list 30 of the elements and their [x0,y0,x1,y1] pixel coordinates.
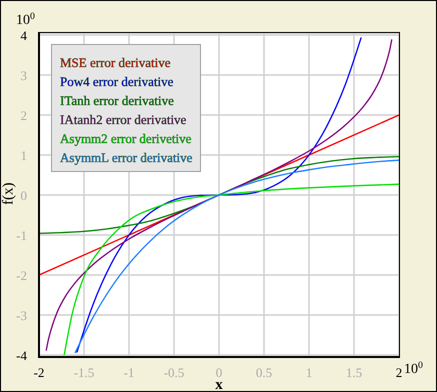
text: 10$^{0}$ [16,10,35,28]
text: AsymmL error derivative [60,149,192,167]
line-series [46,38,392,352]
x-tick-label: 0.5 [256,365,272,380]
x-tick-label: -1 [124,365,134,380]
line-series [64,184,399,356]
y-tick-label: -4 [16,348,28,363]
y-tick-label: -3 [16,308,27,323]
text: 10$^{0}$ [404,360,423,377]
y-axis-title: f(x) [0,182,16,205]
x-tick-label: -0.5 [164,365,184,380]
text: IAtanh2 error derivative [60,111,188,129]
y-tick-label: -2 [16,268,27,283]
y-tick-label: 2 [20,108,27,123]
y-tick-label: 1 [20,148,27,163]
x-axis-title: x [215,377,224,392]
text: MSE error derivative [60,54,172,72]
text: Pow4 error derivative [60,73,174,91]
x-tick-label: 2 [396,365,402,380]
text: ITanh error derivative [60,92,175,110]
y-tick-label: -1 [16,228,27,243]
y-tick-label: 3 [20,68,27,83]
x-tick-label: -2 [34,365,44,380]
x-tick-label: 1.5 [346,365,362,380]
y-tick-label: 4 [20,28,28,43]
y-tick-label: 0 [20,188,27,203]
x-tick-label: 1 [306,365,312,380]
x-tick-label: -1.5 [74,365,94,380]
text: Asymm2 error derivetive [60,130,192,148]
x-tick-label: 0 [216,365,222,380]
